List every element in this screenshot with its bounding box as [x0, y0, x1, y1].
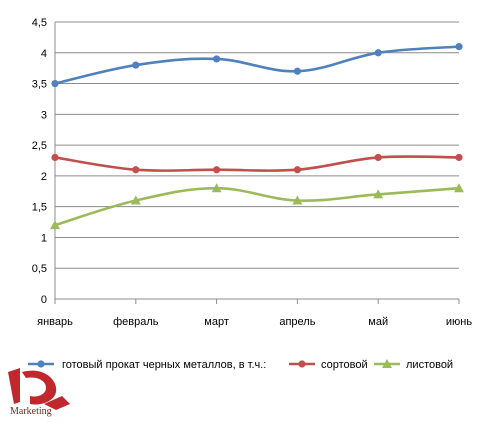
data-point [132, 61, 140, 69]
legend-label: готовый прокат черных металлов, в т.ч.: [62, 359, 266, 371]
data-point [374, 49, 382, 57]
legend-item: сортовой [289, 359, 368, 371]
logo-text: Marketing [10, 406, 52, 417]
data-point [211, 183, 222, 193]
series-1 [51, 153, 463, 174]
x-tick-label: февраль [113, 316, 159, 328]
data-point [130, 195, 141, 205]
axes: 0 0,5 1 1,5 2 2,5 3 3,5 4 4,5 январь февраль март апр… [32, 17, 473, 328]
logo-mark-icon [8, 368, 70, 410]
data-point [132, 166, 140, 174]
x-tick-label: июнь [446, 316, 472, 328]
data-point [374, 153, 382, 162]
x-tick-label: март [204, 316, 229, 328]
legend-item: готовый прокат черных металлов, в т.ч.: [28, 359, 266, 371]
data-point [454, 183, 464, 193]
legend-label: листовой [406, 359, 453, 371]
y-tick-label: 0,5 [32, 263, 47, 275]
y-tick-label: 2 [41, 171, 47, 183]
series-0 [51, 43, 463, 88]
x-tick-label: апрель [279, 316, 315, 328]
data-point [455, 153, 463, 162]
data-point [213, 55, 221, 63]
data-point [293, 166, 301, 174]
series-line [54, 186, 460, 227]
x-tick-label: май [368, 316, 388, 328]
y-tick-label: 3,5 [32, 79, 47, 91]
x-tick-label: январь [37, 316, 73, 328]
legend-marker [37, 360, 45, 368]
data-point [292, 195, 303, 205]
data-point [50, 220, 60, 230]
series-2 [50, 183, 464, 230]
data-point [373, 189, 384, 199]
data-point [51, 79, 59, 88]
y-tick-label: 4 [41, 48, 47, 60]
legend-item: листовой [374, 359, 453, 371]
series-lines [50, 43, 464, 230]
data-point [455, 43, 463, 51]
y-tick-label: 3 [41, 109, 47, 121]
y-tick-label: 0 [41, 294, 47, 306]
data-point [293, 67, 301, 75]
legend-marker [298, 360, 306, 368]
y-tick-label: 4,5 [32, 17, 47, 29]
data-point [213, 166, 221, 174]
data-point [51, 153, 59, 162]
d-marketing-logo: Marketing [8, 368, 70, 417]
y-tick-label: 1 [41, 232, 47, 244]
legend-label: сортовой [321, 359, 368, 371]
series-line [54, 45, 460, 85]
y-tick-label: 2,5 [32, 140, 47, 152]
legend-marker [382, 359, 392, 368]
legend: готовый прокат черных металлов, в т.ч.: с… [28, 359, 453, 371]
gridlines [55, 21, 459, 269]
series-line [54, 155, 460, 173]
y-tick-label: 1,5 [32, 202, 47, 214]
